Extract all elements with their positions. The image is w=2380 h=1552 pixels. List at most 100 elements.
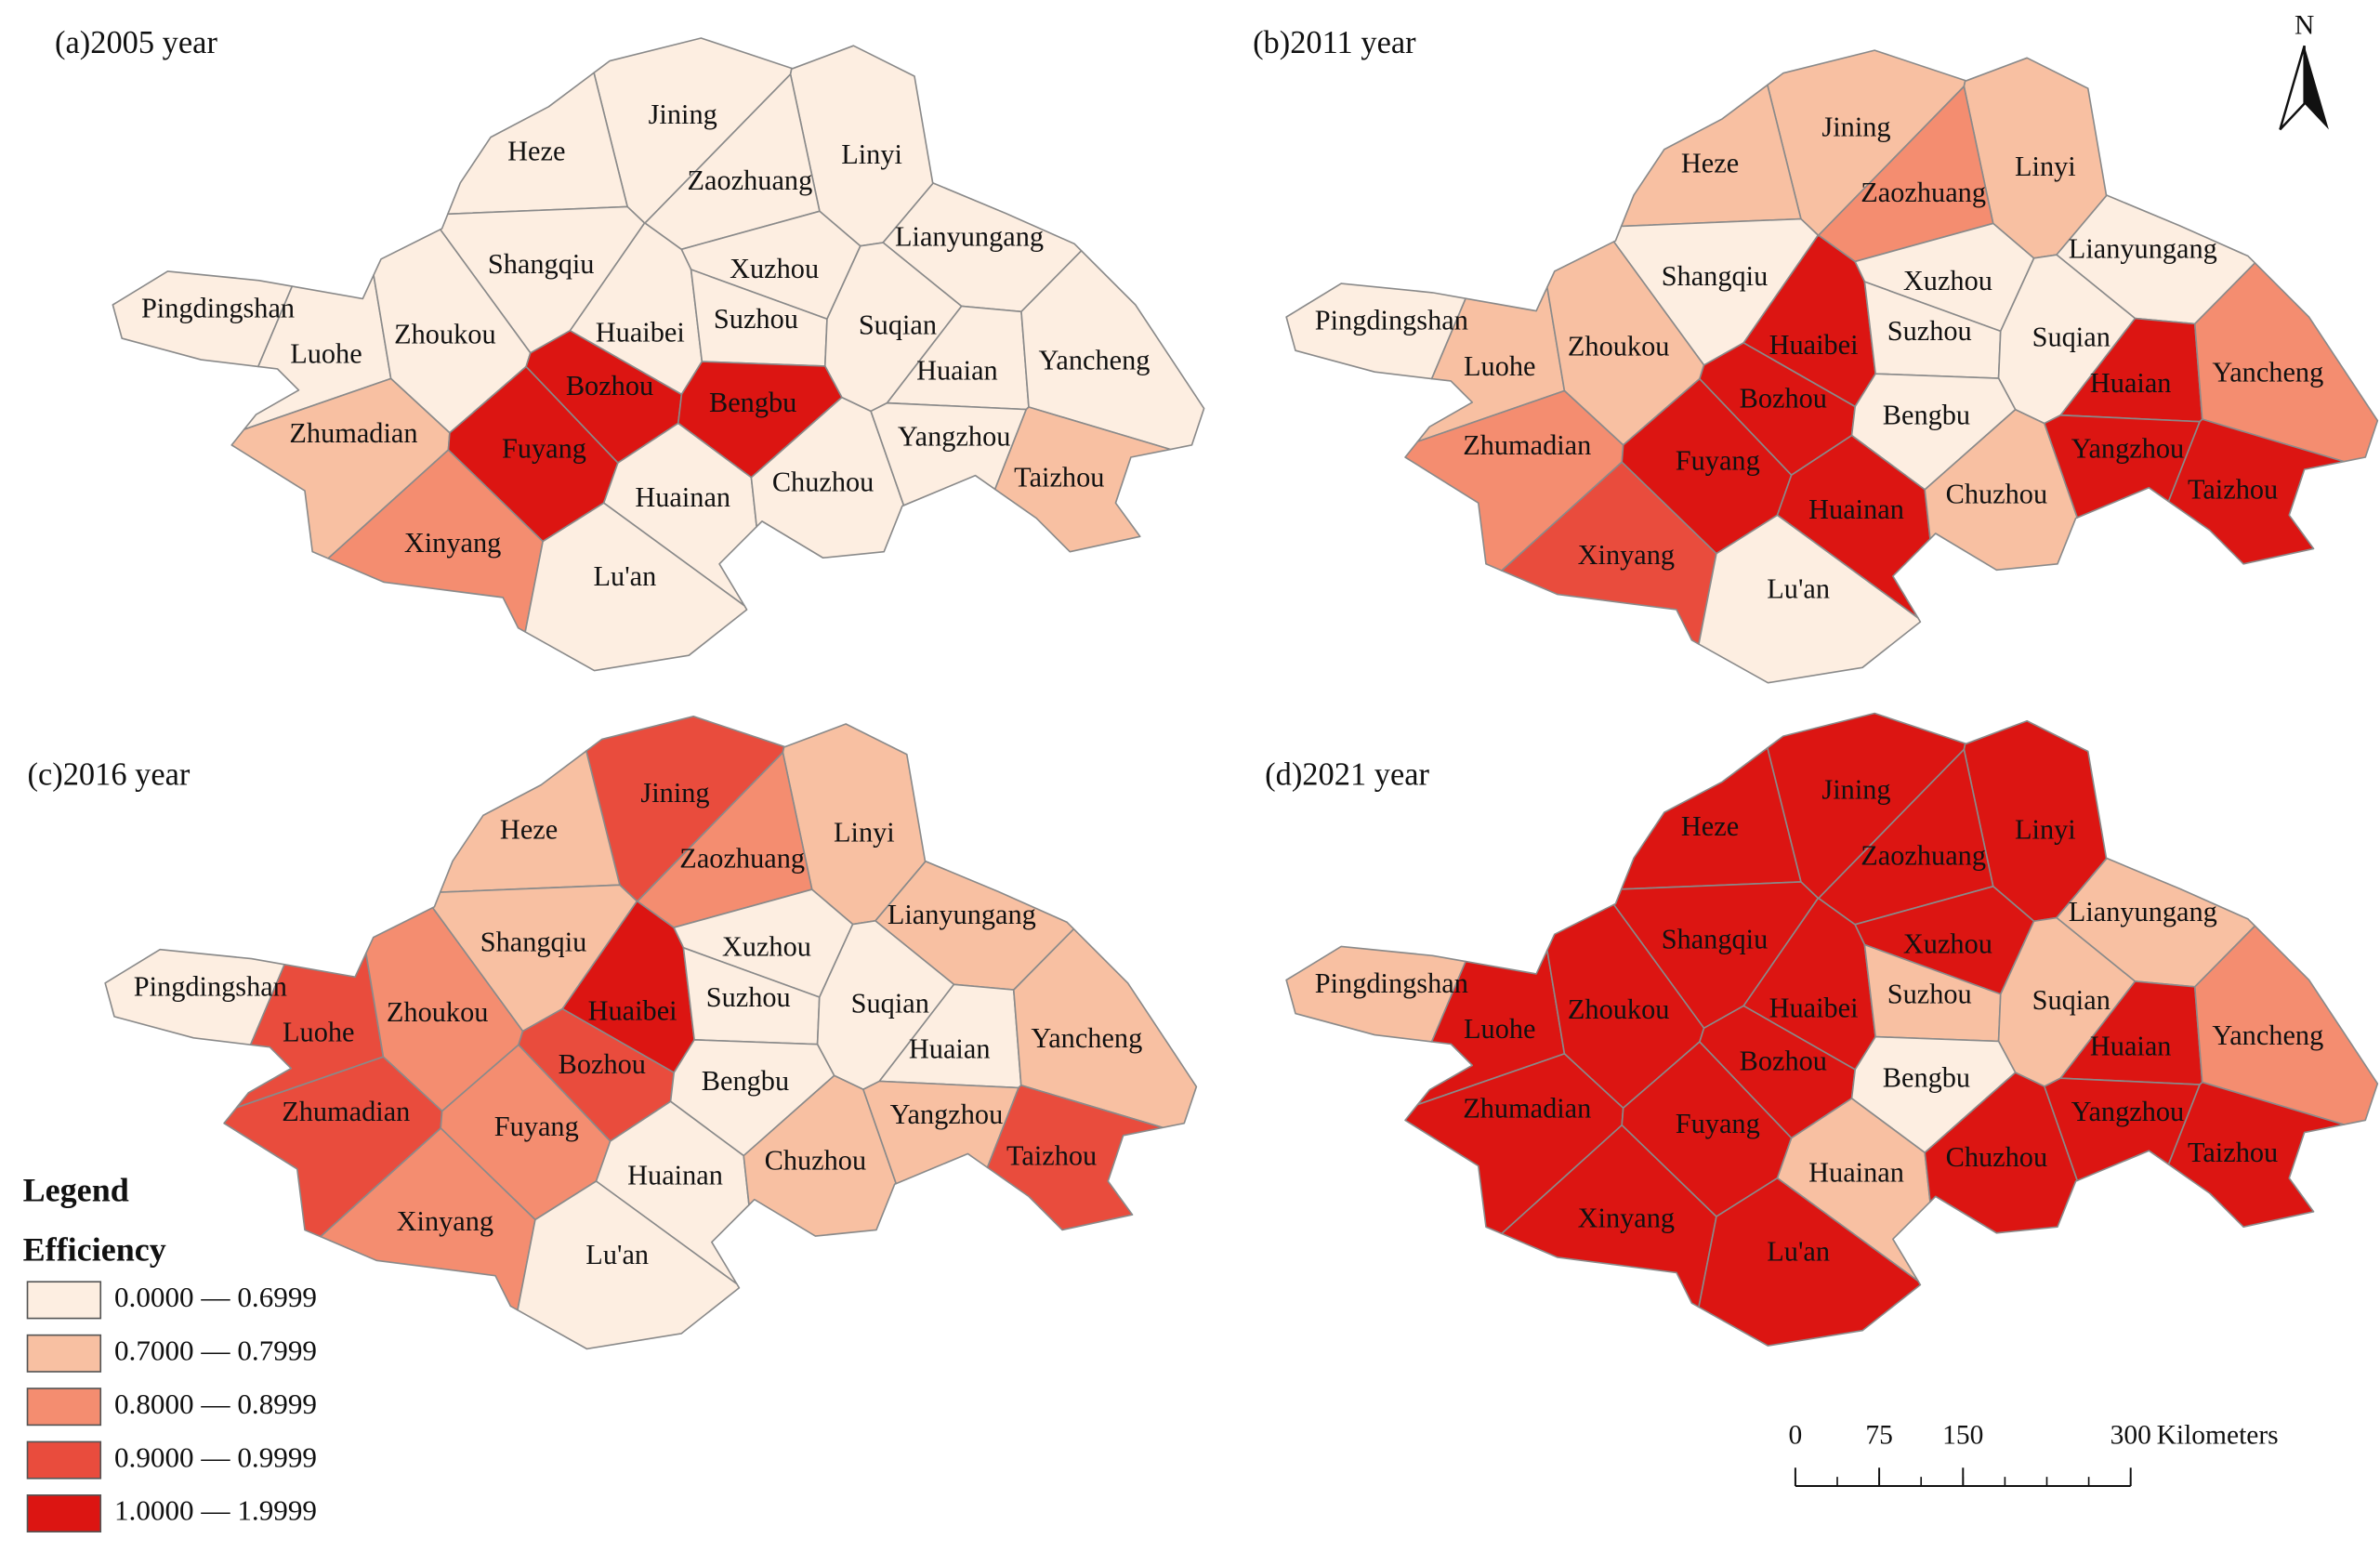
city-label: Fuyang <box>1676 445 1760 477</box>
legend-title: Legend <box>23 1171 129 1208</box>
city-label: Zhoukou <box>394 318 496 349</box>
city-label: Chuzhou <box>772 466 874 497</box>
city-label: Pingdingshan <box>134 970 287 1002</box>
city-label: Lu'an <box>1767 1236 1830 1268</box>
city-label: Huaibei <box>588 995 677 1027</box>
city-label: Jining <box>640 777 709 809</box>
region <box>327 449 544 633</box>
city-label: Taizhou <box>2188 474 2278 506</box>
legend-subtitle: Efficiency <box>23 1230 166 1268</box>
scale-bar-label: 150 <box>1942 1420 1983 1450</box>
region <box>1776 434 1931 619</box>
city-label: Shangqiu <box>1662 923 1769 954</box>
city-label: Yancheng <box>2212 1019 2323 1051</box>
city-label: Yangzhou <box>890 1098 1004 1130</box>
legend-swatch <box>26 1334 102 1373</box>
city-label: Huainan <box>627 1160 723 1191</box>
legend-swatch <box>26 1494 102 1533</box>
north-arrow-left <box>2279 45 2306 131</box>
region <box>1924 1072 2079 1234</box>
region <box>602 422 757 607</box>
map-panel: (c)2016 year Jining Heze Linyi Zaozhuang Lian… <box>28 715 1198 1350</box>
panel-title: (b)2011 year <box>1253 25 1416 60</box>
city-label: Bengbu <box>1883 399 1970 430</box>
city-label: Chuzhou <box>765 1144 867 1176</box>
city-label: Zhumadian <box>282 1096 410 1127</box>
city-label: Suzhou <box>1887 315 1972 347</box>
city-label: Yancheng <box>2212 356 2323 388</box>
city-label: Huainan <box>1808 493 1904 525</box>
region <box>1698 514 1922 684</box>
region <box>517 1180 741 1350</box>
region <box>750 396 905 559</box>
city-label: Jining <box>1821 111 1890 142</box>
region <box>1924 408 2079 572</box>
city-label: Shangqiu <box>488 248 595 280</box>
city-label: Suzhou <box>714 303 798 335</box>
north-arrow-right <box>2304 46 2329 130</box>
city-label: Huainan <box>1808 1156 1904 1188</box>
city-label: Shangqiu <box>480 927 587 958</box>
city-label: Lianyungang <box>888 899 1036 930</box>
city-label: Shangqiu <box>1662 260 1769 292</box>
city-label: Huaibei <box>1769 992 1859 1023</box>
legend-swatch <box>26 1281 102 1320</box>
city-label: Suzhou <box>706 981 791 1013</box>
city-label: Bengbu <box>702 1065 789 1097</box>
map-panel: (a)2005 year Jining Heze Linyi Zaozhuang Lian… <box>55 25 1205 672</box>
city-label: Suqian <box>859 309 937 341</box>
region <box>1020 250 1205 451</box>
city-label: Luohe <box>1464 350 1535 382</box>
legend-swatch <box>26 1440 102 1480</box>
city-label: Pingdingshan <box>1315 967 1468 999</box>
city-label: Xuzhou <box>722 931 811 963</box>
city-label: Fuyang <box>494 1111 579 1142</box>
city-label: Linyi <box>841 138 902 170</box>
legend-label: 0.7000 — 0.7999 <box>114 1334 317 1366</box>
city-label: Bozhou <box>1740 382 1827 414</box>
region <box>1776 1098 1931 1282</box>
panel-title: (a)2005 year <box>55 25 217 60</box>
region <box>2167 418 2345 565</box>
city-label: Suzhou <box>1887 979 1972 1010</box>
city-label: Taizhou <box>1006 1139 1097 1171</box>
city-label: Lianyungang <box>2069 233 2217 265</box>
city-label: Huaian <box>2090 367 2172 399</box>
city-label: Jining <box>1821 774 1890 806</box>
city-label: Bengbu <box>1883 1062 1970 1094</box>
scale-bar-label: 300 <box>2110 1420 2151 1450</box>
city-label: Jining <box>649 99 717 130</box>
city-label: Huaibei <box>1769 329 1859 361</box>
city-label: Huaian <box>909 1033 991 1065</box>
legend-swatch <box>26 1388 102 1427</box>
city-label: Heze <box>1681 810 1739 842</box>
region <box>112 270 294 368</box>
city-label: Huainan <box>635 481 730 513</box>
region <box>1012 927 1198 1129</box>
region <box>2193 262 2379 463</box>
city-label: Huaibei <box>596 317 685 349</box>
scale-bar-label: 0 <box>1789 1420 1803 1450</box>
region <box>1285 945 1466 1043</box>
city-label: Fuyang <box>502 432 586 464</box>
city-label: Zhoukou <box>387 996 489 1028</box>
city-label: Yangzhou <box>2071 432 2185 464</box>
city-label: Yancheng <box>1031 1022 1142 1054</box>
city-label: Suqian <box>2032 984 2110 1016</box>
city-label: Bozhou <box>559 1048 646 1080</box>
city-label: Zaozhuang <box>679 843 805 875</box>
city-label: Suqian <box>851 987 929 1019</box>
city-label: Huaian <box>2090 1030 2172 1061</box>
city-label: Luohe <box>290 338 362 370</box>
scale-bar-unit: Kilometers <box>2157 1420 2279 1450</box>
city-label: Yangzhou <box>898 420 1011 452</box>
city-label: Zhumadian <box>1463 429 1591 461</box>
map-panel: (d)2021 year Jining Heze Linyi Zaozhuang Lian… <box>1265 712 2379 1347</box>
city-label: Zaozhuang <box>1861 839 1986 871</box>
city-label: Yancheng <box>1039 344 1151 375</box>
city-label: Heze <box>507 136 565 167</box>
city-label: Zhoukou <box>1568 331 1670 362</box>
legend-label: 0.0000 — 0.6999 <box>114 1281 317 1313</box>
city-label: Lu'an <box>594 560 657 592</box>
region <box>1285 283 1466 380</box>
